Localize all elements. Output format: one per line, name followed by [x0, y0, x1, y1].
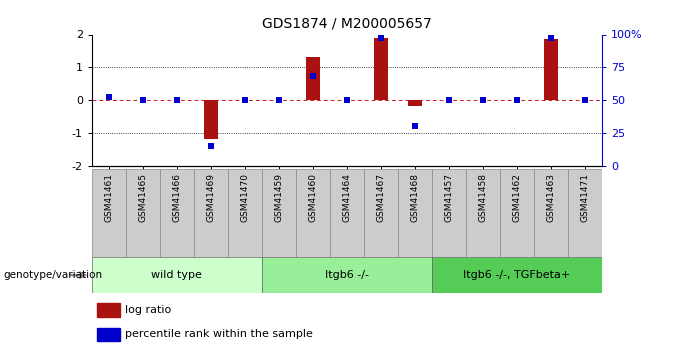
Point — [511, 97, 522, 103]
Point — [375, 36, 386, 41]
Bar — [432, 257, 602, 293]
Text: GSM41470: GSM41470 — [240, 174, 250, 223]
Text: GSM41461: GSM41461 — [104, 174, 114, 223]
Point — [409, 124, 420, 129]
Bar — [262, 257, 432, 293]
Text: GSM41469: GSM41469 — [206, 174, 216, 223]
Text: GSM41471: GSM41471 — [580, 174, 590, 223]
Point — [545, 36, 556, 41]
Bar — [296, 169, 330, 257]
Bar — [204, 100, 218, 139]
Bar — [97, 304, 120, 317]
Text: genotype/variation: genotype/variation — [3, 270, 103, 280]
Point — [273, 97, 284, 103]
Point — [103, 95, 114, 100]
Text: GSM41463: GSM41463 — [546, 174, 556, 223]
Point — [307, 74, 318, 79]
Bar — [500, 169, 534, 257]
Text: GSM41460: GSM41460 — [308, 174, 318, 223]
Bar — [126, 169, 160, 257]
Bar — [262, 169, 296, 257]
Title: GDS1874 / M200005657: GDS1874 / M200005657 — [262, 17, 432, 31]
Text: Itgb6 -/-: Itgb6 -/- — [325, 270, 369, 280]
Text: GSM41462: GSM41462 — [512, 174, 522, 222]
Text: GSM41465: GSM41465 — [138, 174, 148, 223]
Bar — [364, 169, 398, 257]
Text: GSM41459: GSM41459 — [274, 174, 284, 223]
Text: log ratio: log ratio — [125, 305, 171, 315]
Text: GSM41466: GSM41466 — [172, 174, 182, 223]
Text: GSM41457: GSM41457 — [444, 174, 454, 223]
Bar — [432, 169, 466, 257]
Bar — [466, 169, 500, 257]
Bar — [568, 169, 602, 257]
Point — [579, 97, 590, 103]
Text: GSM41467: GSM41467 — [376, 174, 386, 223]
Point — [443, 97, 454, 103]
Text: wild type: wild type — [152, 270, 202, 280]
Point — [137, 97, 148, 103]
Text: percentile rank within the sample: percentile rank within the sample — [125, 329, 313, 339]
Bar — [408, 100, 422, 106]
Point — [239, 97, 250, 103]
Bar — [97, 328, 120, 341]
Point — [477, 97, 488, 103]
Bar — [306, 57, 320, 100]
Bar — [330, 169, 364, 257]
Bar — [92, 169, 126, 257]
Text: GSM41468: GSM41468 — [410, 174, 420, 223]
Text: GSM41464: GSM41464 — [342, 174, 352, 222]
Bar — [160, 169, 194, 257]
Bar — [534, 169, 568, 257]
Bar — [228, 169, 262, 257]
Text: Itgb6 -/-, TGFbeta+: Itgb6 -/-, TGFbeta+ — [463, 270, 571, 280]
Bar — [194, 169, 228, 257]
Text: GSM41458: GSM41458 — [478, 174, 488, 223]
Bar — [398, 169, 432, 257]
Point — [205, 143, 216, 149]
Point — [341, 97, 352, 103]
Bar — [92, 257, 262, 293]
Bar — [374, 38, 388, 100]
Point — [171, 97, 182, 103]
Bar — [544, 39, 558, 100]
